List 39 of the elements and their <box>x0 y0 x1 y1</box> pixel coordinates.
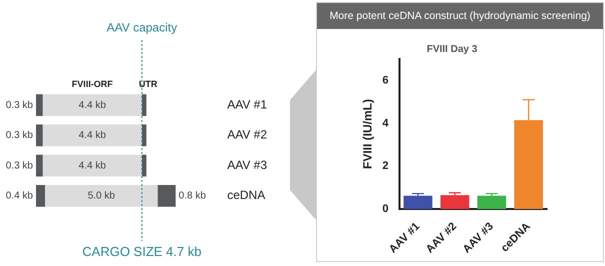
data-label: 4.4 kb <box>78 130 106 142</box>
bar <box>42 154 142 177</box>
bar <box>36 184 46 207</box>
data-label: 0.3 kb <box>6 100 34 111</box>
chart-title: More potent ceDNA construct (hydrodynamic screening) <box>317 3 603 29</box>
bar <box>142 94 146 116</box>
bar <box>36 124 43 146</box>
text: FVIII-ORF <box>72 79 114 90</box>
y-tick-label: 0 <box>382 203 389 216</box>
bar <box>440 195 470 210</box>
y-tick-label: 4 <box>382 117 390 130</box>
text: UTR <box>138 79 158 90</box>
data-label: 0.8 kb <box>178 190 206 202</box>
text: CARGO SIZE 4.7 kb <box>82 244 202 260</box>
bar <box>45 184 158 207</box>
y-axis-title: FVIII (IU/mL) <box>360 99 375 170</box>
bar <box>36 94 43 116</box>
data-label: 4.4 kb <box>78 160 106 172</box>
chart-subtitle: FVIII Day 3 <box>426 44 478 55</box>
bar <box>42 94 142 116</box>
data-label: 0.3 kb <box>6 160 34 172</box>
bar <box>42 124 142 146</box>
bar <box>142 154 146 177</box>
bar <box>404 196 432 210</box>
bar <box>158 184 176 207</box>
data-label: 0.4 kb <box>6 190 34 202</box>
y-tick-label: AAV #2 <box>227 128 268 142</box>
data-label: 4.4 kb <box>78 100 106 111</box>
y-tick-label: AAV #3 <box>227 158 268 172</box>
y-tick-label: 6 <box>382 74 389 86</box>
bar <box>142 124 146 146</box>
y-tick-label: AAV #1 <box>227 97 268 112</box>
bar <box>36 154 43 177</box>
y-tick-label: ceDNA <box>227 188 266 202</box>
data-label: 5.0 kb <box>88 190 116 202</box>
bar <box>477 196 506 210</box>
ref-line-label: AAV capacity <box>106 20 178 34</box>
data-label: 0.3 kb <box>6 130 34 142</box>
y-tick-label: 2 <box>382 160 389 172</box>
